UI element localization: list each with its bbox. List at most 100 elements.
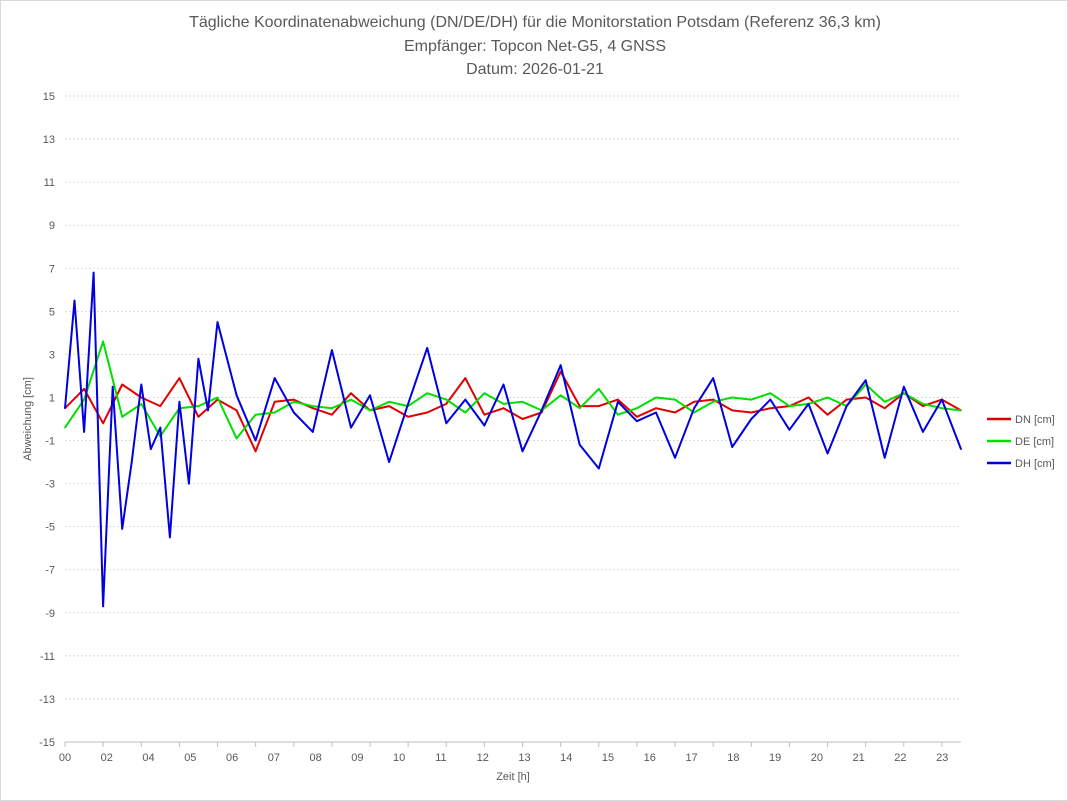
data-point-dh: [64, 407, 66, 410]
data-point-dh: [207, 409, 209, 412]
y-tick-label: 9: [49, 220, 55, 232]
data-point-de: [464, 411, 467, 414]
data-point-de: [388, 400, 390, 403]
data-point-dh: [483, 424, 486, 427]
data-point-dn: [407, 416, 409, 418]
y-tick-label: -11: [40, 651, 55, 663]
x-tick-label: 17: [685, 752, 697, 764]
data-point-dh: [750, 418, 753, 420]
y-tick-label: -7: [45, 565, 55, 577]
x-tick-label: 08: [310, 752, 322, 764]
x-tick-label: 00: [59, 752, 71, 764]
data-point-dn: [750, 411, 753, 414]
data-point-de: [655, 396, 657, 399]
data-point-dn: [273, 400, 276, 403]
data-point-dn: [731, 409, 734, 412]
data-point-dh: [292, 411, 295, 414]
data-point-dh: [140, 383, 143, 386]
y-tick-label: -5: [45, 522, 55, 534]
data-point-dh: [92, 271, 95, 274]
data-point-de: [941, 407, 943, 410]
data-point-dh: [521, 450, 524, 453]
x-tick-label: 13: [518, 752, 530, 764]
data-point-de: [578, 407, 581, 410]
x-tick-label: 21: [853, 752, 865, 764]
data-point-de: [903, 392, 905, 394]
data-point-dh: [388, 461, 390, 463]
data-point-dh: [922, 431, 924, 433]
data-point-dh: [426, 347, 429, 349]
y-tick-label: 11: [44, 177, 55, 189]
data-point-dn: [121, 383, 123, 386]
data-point-dh: [445, 422, 448, 425]
y-tick-label: -15: [39, 737, 55, 749]
data-point-dh: [617, 400, 619, 403]
series-line-dh: [64, 271, 962, 608]
series-line-de: [64, 340, 962, 440]
x-tick-label: 18: [727, 752, 739, 764]
data-point-dh: [159, 426, 162, 429]
y-tick-label: 1: [49, 392, 55, 404]
data-point-dh: [188, 482, 190, 485]
series-layer: [64, 271, 962, 608]
chart-title: Tägliche Koordinatenabweichung (DN/DE/DH…: [189, 14, 881, 31]
data-point-de: [750, 398, 753, 401]
data-point-de: [426, 392, 429, 394]
data-point-de: [64, 426, 66, 429]
data-point-dh: [350, 426, 352, 429]
data-point-de: [731, 396, 734, 399]
y-tick-label: -13: [39, 694, 55, 706]
data-point-dn: [140, 396, 143, 399]
data-point-dn: [464, 377, 467, 379]
data-point-dn: [559, 370, 562, 373]
data-point-dn: [655, 407, 657, 410]
series-line-dn: [64, 370, 962, 453]
data-point-de: [483, 392, 486, 394]
data-point-dh: [540, 409, 543, 412]
data-point-de: [597, 388, 600, 390]
data-point-dn: [102, 422, 104, 425]
data-point-dn: [197, 416, 200, 418]
data-point-dn: [769, 407, 772, 410]
y-tick-label: -3: [45, 479, 55, 491]
data-point-dn: [693, 400, 695, 403]
data-point-dn: [159, 405, 162, 407]
data-point-dh: [331, 349, 333, 351]
data-point-dh: [197, 357, 200, 360]
legend-label-de: DE [cm]: [1015, 436, 1054, 448]
data-point-de: [216, 396, 219, 399]
chart-subtitle: Empfänger: Topcon Net-G5, 4 GNSS: [403, 38, 667, 55]
data-point-dh: [960, 448, 962, 450]
data-point-de: [197, 405, 200, 407]
x-tick-label: 19: [769, 752, 781, 764]
data-point-de: [350, 398, 352, 401]
data-point-dh: [111, 385, 114, 388]
x-tick-label: 16: [644, 752, 656, 764]
data-point-dn: [883, 407, 886, 410]
data-point-dh: [235, 394, 238, 397]
data-point-dh: [83, 431, 85, 433]
data-point-de: [883, 400, 886, 403]
data-point-dh: [178, 400, 181, 403]
data-point-de: [960, 409, 962, 412]
data-point-dn: [712, 398, 714, 401]
y-tick-label: 5: [49, 306, 55, 318]
x-axis-title: Zeit [h]: [496, 771, 530, 783]
data-point-de: [826, 396, 829, 399]
data-point-de: [254, 413, 257, 416]
x-tick-label: 23: [936, 752, 948, 764]
data-point-dn: [807, 396, 810, 399]
data-point-dn: [597, 405, 600, 407]
y-tick-label: -1: [45, 436, 55, 448]
data-point-dh: [369, 394, 371, 397]
x-tick-label: 20: [811, 752, 823, 764]
data-point-dh: [73, 299, 76, 302]
data-point-de: [769, 392, 772, 394]
x-tick-label: 02: [101, 752, 113, 764]
x-tick-label: 07: [268, 752, 280, 764]
data-point-dn: [83, 388, 85, 390]
axis-layer: 15 13 11 9 7 5 3 1 -1 -3 -5 -7 -9 -11 -13 -15 00 02 04 05 06…: [39, 91, 961, 764]
data-point-dh: [883, 456, 886, 459]
